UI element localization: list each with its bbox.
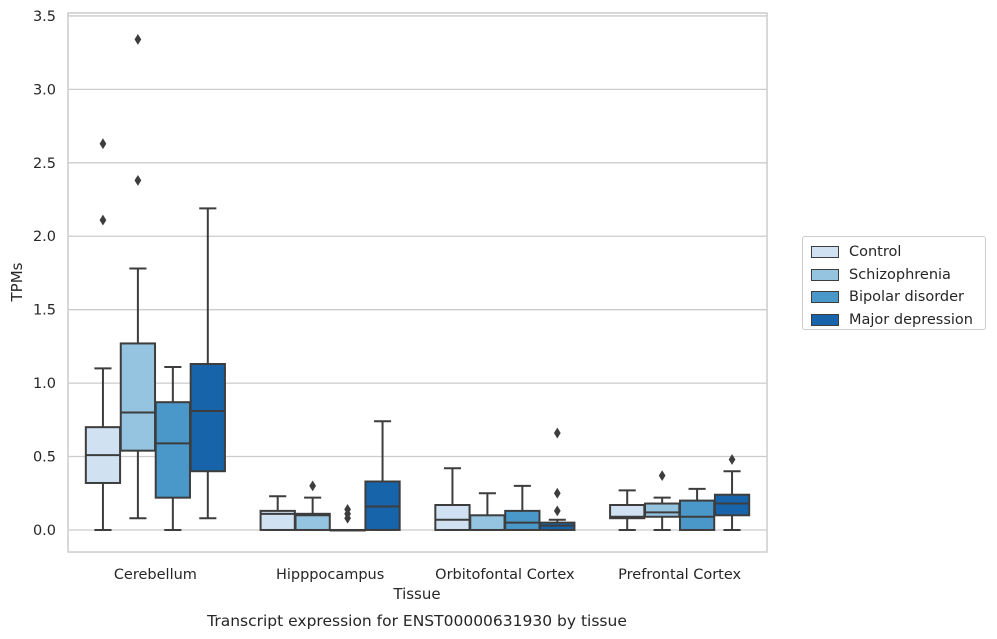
box-body (294, 512, 331, 531)
box-1-3 (644, 470, 681, 531)
x-tick-label: Hipppocampus (276, 567, 384, 583)
chart-caption: Transcript expression for ENST0000063193… (206, 612, 627, 630)
box-body (154, 401, 191, 499)
box-2-0 (154, 365, 191, 531)
x-tick-labels: Cerebellum Hipppocampus Orbitofontal Corte… (114, 567, 742, 583)
box-body (713, 493, 751, 517)
outlier-point (553, 487, 561, 499)
legend-item: Control (811, 241, 977, 264)
x-tick-label: Prefrontal Cortex (618, 567, 741, 583)
box-0-0 (84, 138, 122, 531)
box-3-1 (364, 420, 401, 531)
outlier-point (658, 470, 666, 482)
outlier-point (134, 34, 142, 45)
y-tick-label: 3.5 (33, 9, 56, 25)
legend-swatch (811, 313, 839, 326)
y-axis-label: TPMs (8, 262, 26, 302)
outlier-point (344, 504, 351, 515)
box-2-2 (504, 484, 541, 531)
y-tick-label: 2.0 (33, 229, 56, 245)
box-2-1 (329, 504, 366, 532)
legend-label: Major depression (849, 311, 973, 328)
box-body (119, 342, 157, 452)
box-3-3 (713, 454, 751, 531)
legend-swatch (811, 268, 839, 281)
x-tick-label: Orbitofontal Cortex (435, 567, 575, 583)
box-1-1 (294, 480, 331, 531)
y-tick-labels: 0.0 0.5 1.0 1.5 2.0 2.5 3.0 3.5 (33, 9, 56, 539)
legend-swatch (811, 291, 839, 304)
legend-item: Bipolar disorder (811, 286, 977, 309)
outlier-point (553, 427, 561, 439)
legend-item: Major depression (811, 309, 977, 332)
outlier-point (553, 505, 561, 517)
legend-label: Bipolar disorder (849, 289, 964, 306)
box-1-0 (119, 34, 157, 520)
x-axis-label: Tissue (392, 585, 440, 603)
box-body (189, 363, 226, 473)
box-1-2 (469, 492, 506, 531)
y-tick-label: 1.5 (33, 303, 56, 319)
outlier-point (309, 480, 317, 492)
box-3-2 (539, 427, 576, 531)
box-marks (84, 34, 751, 532)
box-body (469, 514, 506, 531)
legend-item: Schizophrenia (811, 264, 977, 287)
outlier-point (99, 214, 107, 226)
box-body (434, 504, 471, 531)
outlier-point (728, 454, 736, 465)
legend-label: Schizophrenia (849, 266, 951, 283)
box-0-2 (434, 467, 471, 531)
outlier-point (99, 138, 107, 150)
legend-label: Control (849, 244, 902, 261)
box-0-3 (609, 489, 646, 531)
y-tick-label: 2.5 (33, 156, 56, 172)
box-body (644, 502, 681, 518)
y-tick-label: 3.0 (33, 82, 56, 98)
box-2-3 (678, 487, 716, 531)
plot-area-frame (67, 12, 768, 553)
y-tick-label: 0.0 (33, 523, 56, 539)
box-body (678, 499, 716, 531)
box-0-1 (259, 495, 296, 531)
legend: Control Schizophrenia Bipolar disorder Majo… (802, 236, 986, 330)
box-3-0 (189, 207, 226, 520)
y-tick-label: 1.0 (33, 376, 56, 392)
box-body (504, 509, 541, 531)
x-tick-label: Cerebellum (114, 567, 197, 583)
y-tick-label: 0.5 (33, 450, 56, 466)
outlier-point (134, 175, 142, 186)
legend-swatch (811, 246, 839, 259)
